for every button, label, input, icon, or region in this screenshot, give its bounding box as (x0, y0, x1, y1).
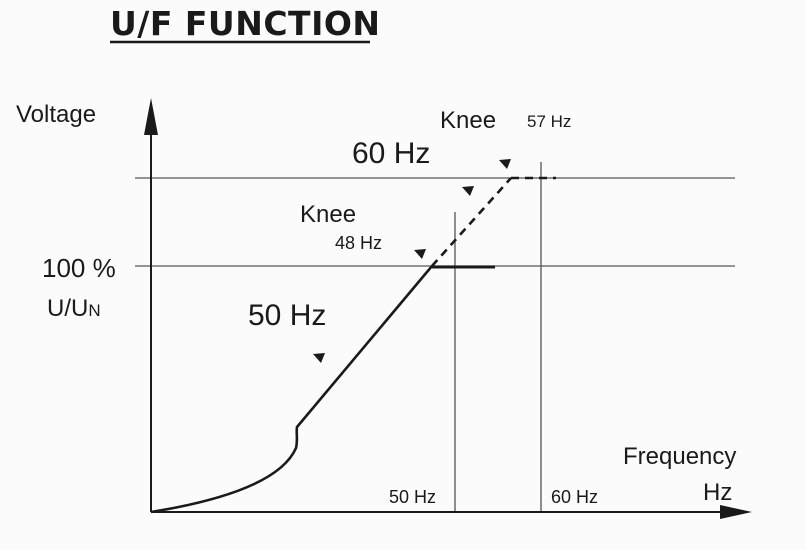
voltage-ratio-label: U/UN (47, 295, 101, 322)
x-axis-arrow-icon (720, 505, 752, 519)
curve-50hz (150, 265, 433, 514)
knee-48hz-pointer-icon (414, 249, 426, 259)
knee-48hz-frequency: 48 Hz (335, 233, 382, 253)
curve-60hz-label: 60 Hz (352, 137, 430, 170)
knee-48hz-label: Knee (300, 201, 356, 228)
curve-60hz-pointer-icon (462, 186, 474, 196)
voltage-100-percent-label: 100 % (42, 253, 116, 283)
y-axis-arrow-icon (144, 98, 158, 135)
voltage-ratio-subscript: N (88, 301, 100, 320)
frequency-marker-60hz-label: 60 Hz (551, 487, 598, 507)
knee-57hz-pointer-icon (499, 159, 511, 169)
knee-57hz-label: Knee (440, 107, 496, 134)
curve-50hz-label: 50 Hz (248, 299, 326, 332)
diagram-title: U/F FUNCTION (110, 4, 381, 43)
curve-60hz-dashed-segment (431, 177, 512, 267)
voltage-ratio-u: U/U (47, 295, 88, 322)
frequency-marker-50hz-label: 50 Hz (389, 487, 436, 507)
x-axis-label-frequency: Frequency (623, 443, 736, 470)
y-axis-label: Voltage (16, 101, 96, 128)
knee-57hz-frequency: 57 Hz (527, 112, 571, 131)
curve-50hz-pointer-icon (313, 353, 325, 363)
x-axis-label-hz: Hz (703, 479, 732, 506)
